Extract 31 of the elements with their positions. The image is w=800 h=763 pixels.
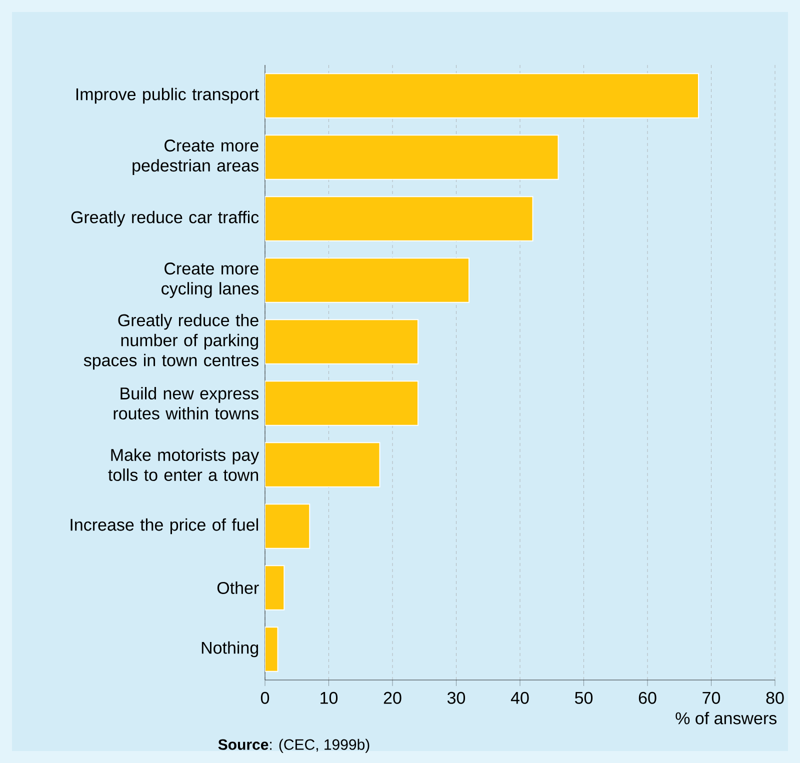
x-tick-label: 0 xyxy=(260,692,270,704)
x-tick-label: 10 xyxy=(320,692,338,704)
bar xyxy=(265,73,700,118)
y-tick-label: Improve public transport xyxy=(76,88,259,104)
bar xyxy=(265,258,470,303)
x-tick-label: 40 xyxy=(510,692,529,704)
x-tick-label: 80 xyxy=(766,692,784,704)
y-tick-label: Increase the price of fuel xyxy=(70,518,258,534)
x-tick-label: 20 xyxy=(384,692,402,704)
y-tick-label: Build new express routes within towns xyxy=(114,387,258,420)
x-tick-label: 70 xyxy=(702,692,720,704)
bar xyxy=(265,380,419,426)
bar xyxy=(265,319,419,364)
x-tick-label: 60 xyxy=(638,692,656,704)
y-tick-label: Greatly reduce car traffic xyxy=(71,210,259,227)
bar xyxy=(265,196,534,242)
y-tick-label: Other xyxy=(217,582,259,594)
text: Source: (CEC, 1999b) xyxy=(218,738,370,753)
bar xyxy=(265,565,285,610)
bar xyxy=(265,134,559,180)
y-tick-label: Nothing xyxy=(202,641,258,658)
bar xyxy=(265,626,278,672)
y-tick-label: Make motorists pay tolls to enter a town xyxy=(108,448,260,481)
y-tick-label: Create more cycling lanes xyxy=(162,262,258,298)
x-tick-label: 50 xyxy=(574,692,593,704)
y-tick-label: Greatly reduce the number of parking spaces in town centres xyxy=(84,314,258,370)
bar xyxy=(265,442,380,488)
bar xyxy=(265,504,310,549)
x-axis-title: % of answers xyxy=(676,712,776,724)
y-tick-label: Create more pedestrian areas xyxy=(132,140,258,175)
x-tick-label: 30 xyxy=(447,692,466,704)
